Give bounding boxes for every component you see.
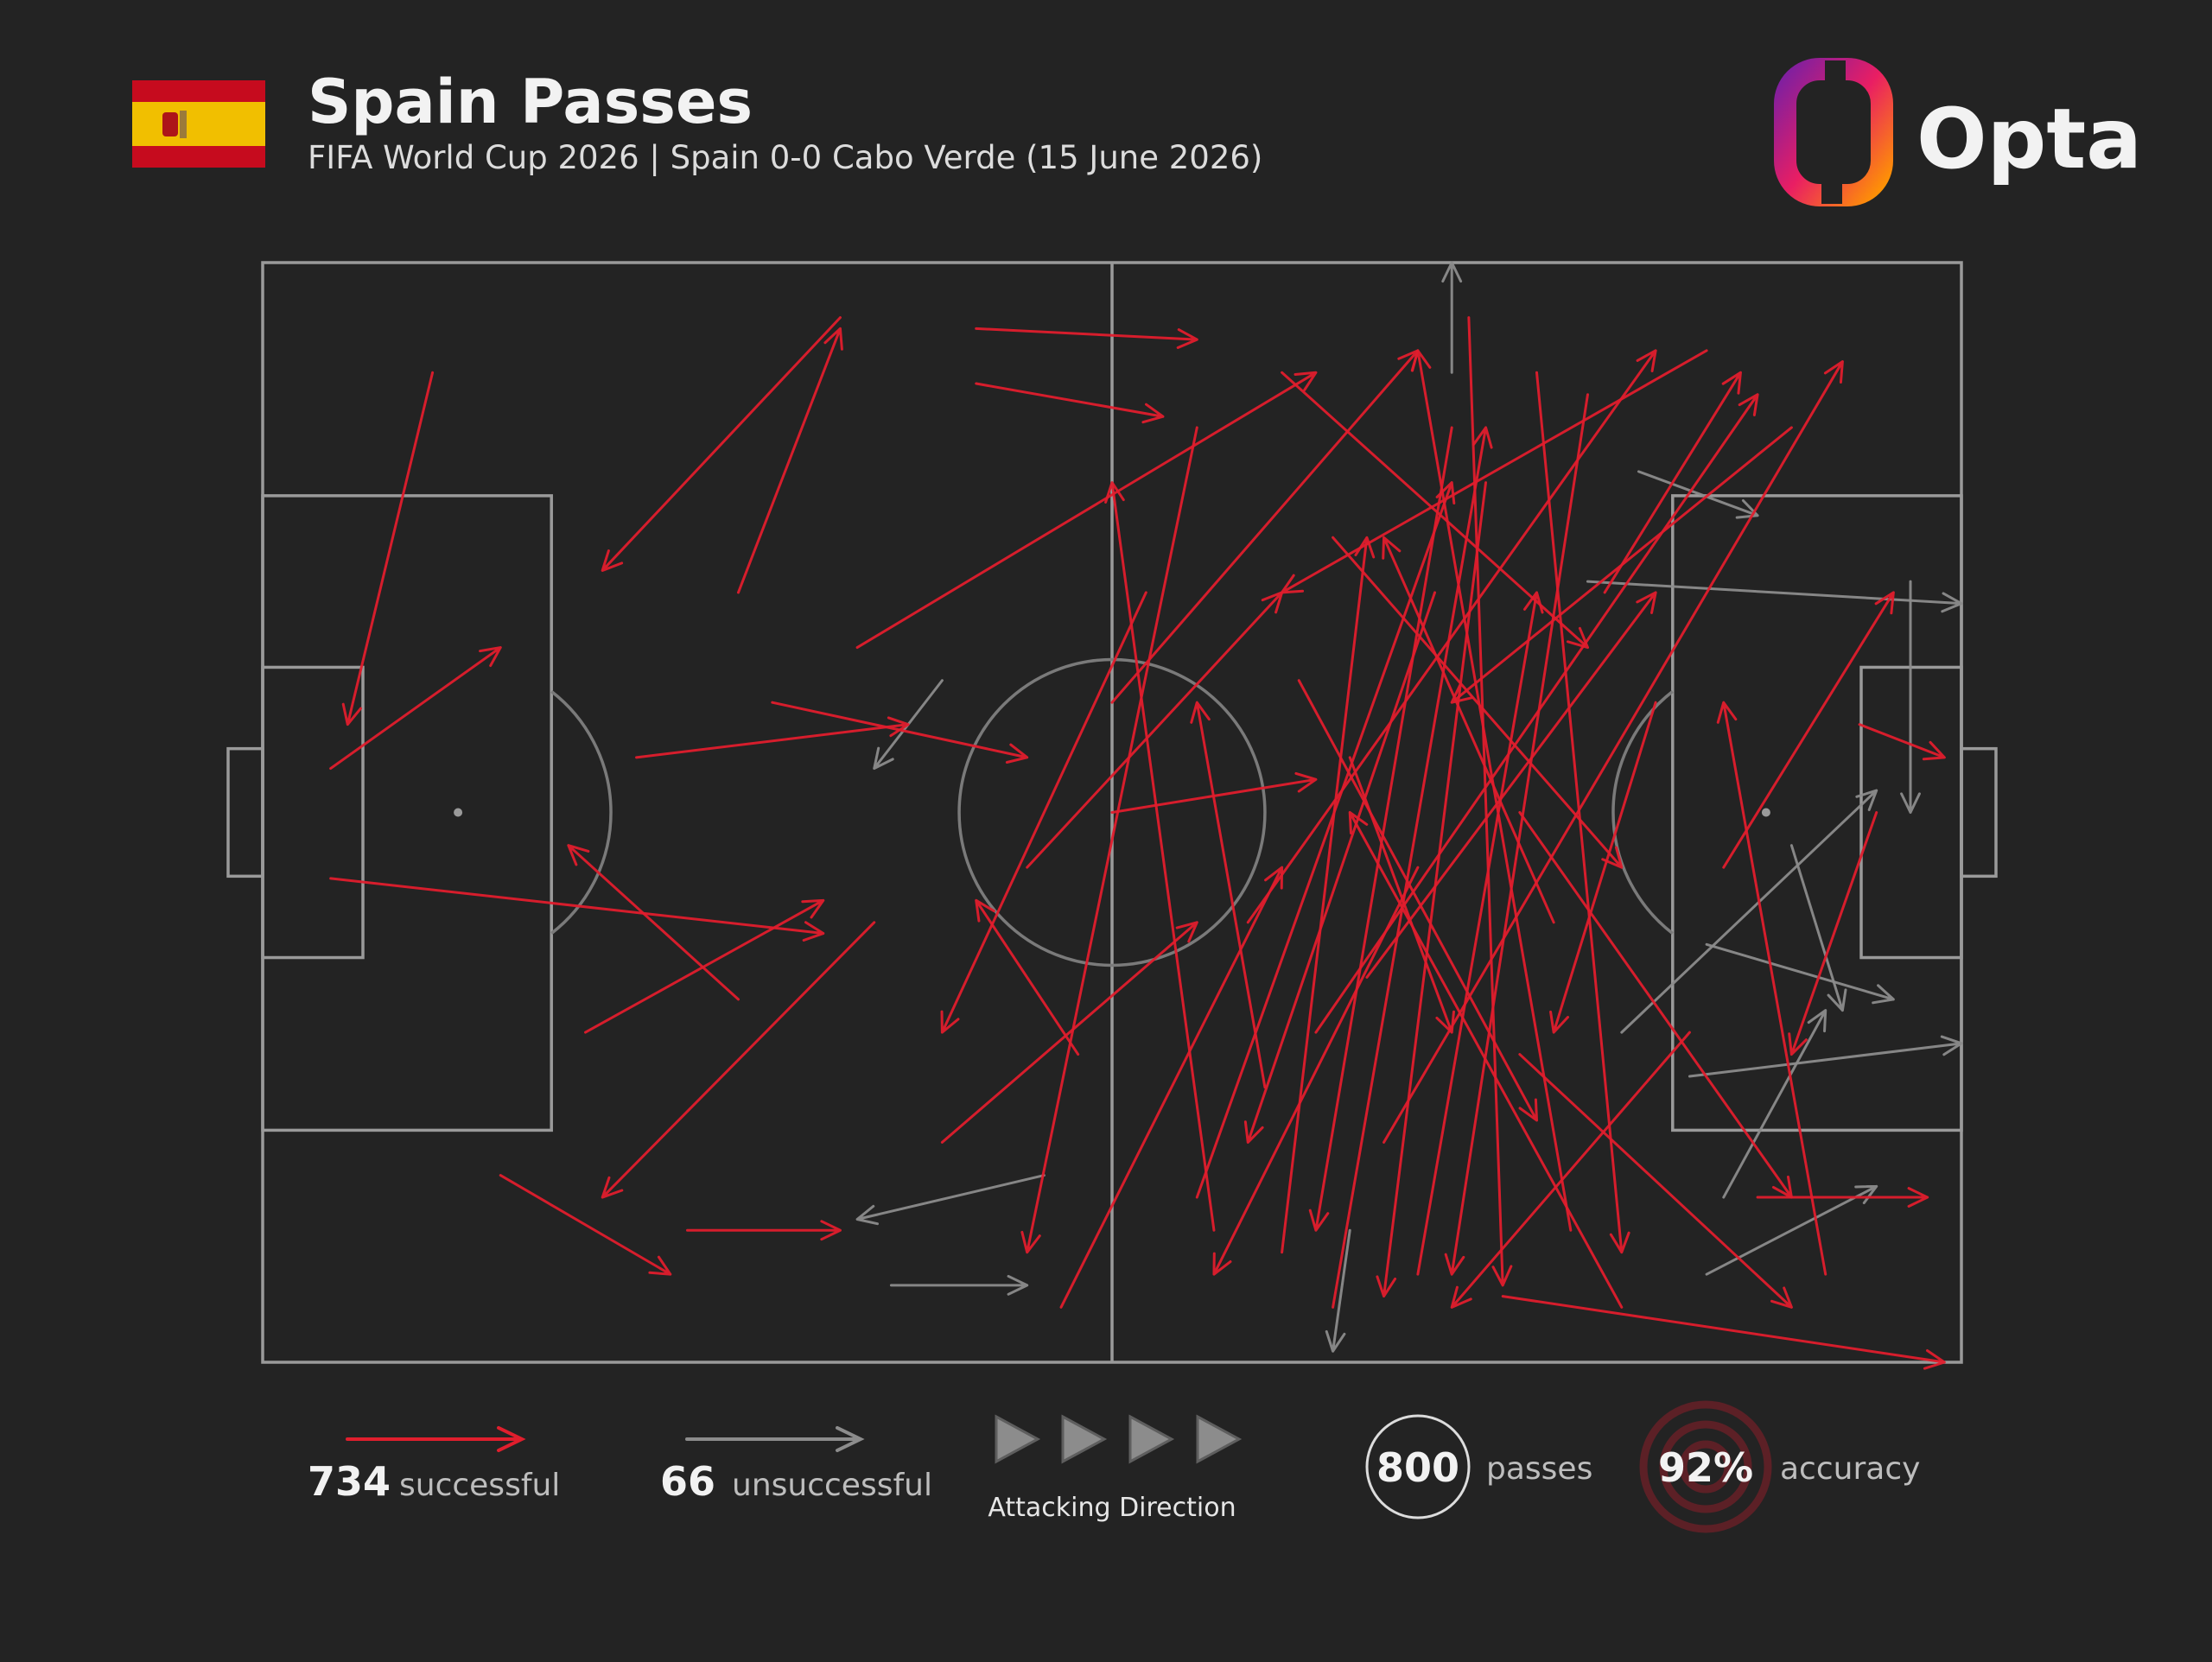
- direction-label: Attacking Direction: [988, 1493, 1236, 1523]
- pass-arrow: [686, 1220, 842, 1241]
- pass-arrow: [855, 1174, 1046, 1226]
- pass-arrow: [1020, 426, 1198, 1254]
- pass-arrow: [329, 877, 825, 942]
- pass-arrow: [1026, 591, 1284, 869]
- pass-arrow: [1620, 789, 1878, 1034]
- pass-arrow: [1549, 701, 1657, 1034]
- direction-triangle: [1128, 1414, 1175, 1464]
- pass-arrow: [1501, 1295, 1946, 1370]
- passes: [329, 261, 1963, 1370]
- pass-arrow: [975, 327, 1198, 349]
- pass-arrow: [1190, 701, 1267, 1089]
- pass-arrow: [584, 898, 825, 1034]
- pass-arrow: [1348, 756, 1455, 1034]
- pass-arrow: [1900, 580, 1921, 814]
- pass-arrow: [940, 591, 1147, 1034]
- direction-triangle: [995, 1414, 1041, 1464]
- pass-arrow: [1332, 426, 1493, 1309]
- pass-arrow: [1243, 591, 1437, 1144]
- legend-label: unsuccessful: [732, 1468, 932, 1503]
- pass-arrow: [1858, 723, 1946, 761]
- pass-arrow: [1586, 580, 1963, 613]
- pass-arrow: [1722, 1009, 1827, 1199]
- penalty-arc: [1611, 690, 1674, 935]
- pass-arrow: [601, 921, 876, 1199]
- pass-arrow: [1059, 866, 1284, 1309]
- pass-arrow: [329, 646, 502, 771]
- brand-logo: [1774, 58, 1893, 206]
- accuracy-value: 92%: [1658, 1444, 1753, 1491]
- penalty-spot: [1761, 808, 1770, 817]
- pass-arrow: [1535, 371, 1630, 1254]
- pass-arrow: [1518, 1053, 1793, 1309]
- pass-arrow: [1705, 942, 1895, 1005]
- legend-arrow: [685, 1425, 865, 1453]
- subtitle: FIFA World Cup 2026 | Spain 0-0 Cabo Ver…: [308, 139, 1262, 176]
- total-label: passes: [1486, 1451, 1592, 1487]
- pass-arrow: [1246, 349, 1657, 924]
- pass-arrow: [1410, 349, 1573, 1232]
- pass-arrow: [1308, 426, 1453, 1232]
- accuracy-label: accuracy: [1780, 1451, 1920, 1487]
- pass-arrow: [499, 1174, 672, 1276]
- pass-arrow: [567, 844, 740, 1001]
- penalty-spot: [454, 808, 463, 817]
- pass-arrow: [1603, 371, 1742, 594]
- pass-arrow: [1281, 371, 1589, 650]
- pass-arrow: [889, 1274, 1029, 1296]
- legend-count: 66: [660, 1458, 715, 1505]
- accuracy-ring: [1679, 1440, 1732, 1494]
- pass-arrow: [1382, 536, 1555, 924]
- goal: [1960, 746, 1998, 879]
- pass-arrow: [736, 327, 843, 594]
- pass-arrow: [1332, 536, 1624, 869]
- flag: [132, 80, 265, 168]
- pass-arrow: [601, 316, 842, 572]
- pass-arrow: [1297, 679, 1538, 1122]
- pass-arrow: [1688, 1035, 1963, 1078]
- pass-arrow: [975, 382, 1165, 424]
- centre-circle: [957, 657, 1267, 967]
- pass-arrow: [1348, 811, 1624, 1309]
- total-value: 800: [1376, 1444, 1459, 1491]
- pass-arrow: [1104, 481, 1216, 1232]
- pass-arrow: [1756, 1187, 1929, 1208]
- pass-arrow: [940, 921, 1198, 1144]
- pass-arrow: [635, 716, 910, 759]
- goal: [226, 746, 264, 879]
- pass-arrow: [1716, 701, 1827, 1276]
- accuracy-ring: [1639, 1400, 1772, 1533]
- pass-arrow: [1722, 591, 1895, 869]
- legend-label: successful: [399, 1468, 560, 1503]
- pass-arrow: [341, 371, 435, 726]
- brand-name: Opta: [1916, 91, 2142, 187]
- pass-arrow: [975, 898, 1080, 1056]
- pass-arrow: [1467, 316, 1513, 1287]
- pass-arrow: [1110, 771, 1318, 814]
- pass-arrow: [1789, 844, 1847, 1012]
- pass-arrow: [855, 371, 1318, 650]
- legend: 734 successful 66 unsuccessful Attacking Dir…: [308, 1400, 1920, 1533]
- pass-arrow: [1376, 481, 1488, 1298]
- pass-arrow: [1325, 1228, 1351, 1353]
- legend-count: 734: [308, 1458, 391, 1505]
- pass-arrow: [1444, 393, 1589, 1276]
- legend-arrow: [346, 1425, 526, 1453]
- penalty-arc: [550, 690, 613, 935]
- title: Spain Passes: [308, 67, 753, 137]
- pass-arrow: [1788, 811, 1878, 1056]
- pass-arrow: [1450, 1031, 1691, 1309]
- direction-triangle: [1196, 1414, 1243, 1464]
- pass-arrow: [1365, 591, 1657, 979]
- pass-arrow: [1441, 261, 1463, 374]
- pass-arrow: [1637, 470, 1759, 519]
- accuracy-ring: [1659, 1420, 1752, 1513]
- direction-triangle: [1061, 1414, 1108, 1464]
- pass-arrow: [1212, 866, 1420, 1276]
- total-ring: [1365, 1414, 1471, 1519]
